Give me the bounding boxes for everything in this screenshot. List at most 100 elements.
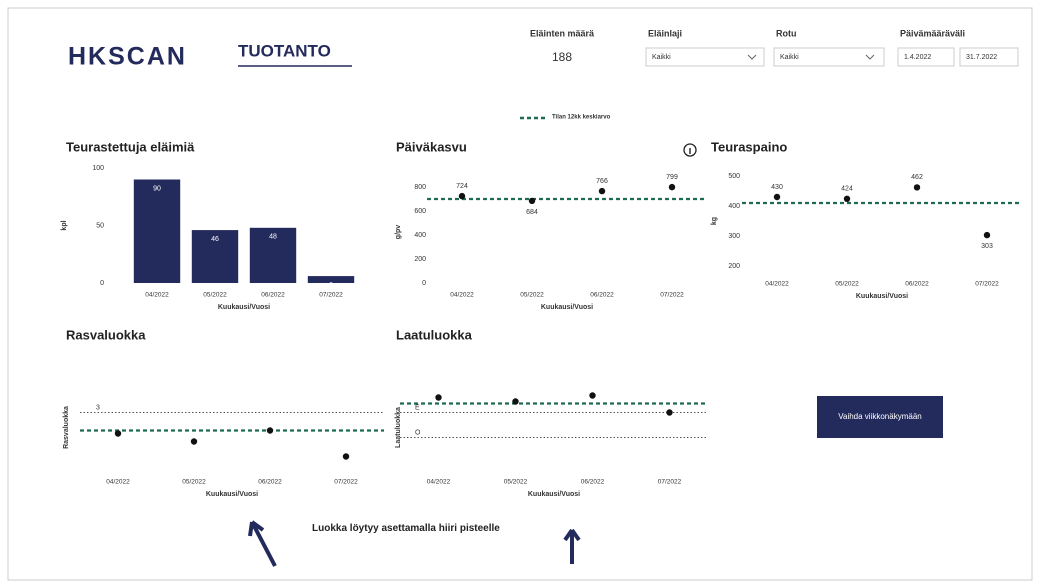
y-tick-label: 50 (96, 222, 104, 229)
y-tick-label: 0 (100, 280, 104, 287)
x-tick-label: 05/2022 (182, 479, 206, 486)
x-tick-label: 05/2022 (835, 281, 859, 288)
y-axis-label: kpl (61, 220, 68, 230)
point (512, 398, 519, 405)
point (435, 394, 442, 401)
data-label: 48 (269, 234, 277, 241)
x-axis-label: Kuukausi/Vuosi (206, 491, 258, 498)
point (983, 231, 991, 239)
chevron (747, 54, 757, 60)
data-label: 303 (981, 243, 993, 250)
card-value: 188 (552, 50, 572, 64)
x-axis-label: Kuukausi/Vuosi (856, 293, 908, 300)
annotation: Luokka löytyy asettamalla hiiri pisteell… (312, 523, 500, 534)
date-input[interactable] (897, 47, 955, 67)
x-tick-label: 06/2022 (261, 292, 285, 299)
data-label: 90 (153, 185, 161, 192)
chevron (865, 54, 875, 60)
y-axis-label: Rasvaluokka (63, 406, 70, 449)
dropdown-value: Kaikki (652, 54, 671, 61)
x-tick-label: 07/2022 (334, 479, 358, 486)
date-end: 31.7.2022 (966, 54, 997, 61)
y-tick-label: 200 (728, 263, 740, 270)
point (589, 392, 596, 399)
x-tick-label: 04/2022 (145, 292, 169, 299)
page-title: TUOTANTO (238, 41, 331, 60)
chart-title: Päiväkasvu (396, 139, 467, 154)
y-tick-label: 400 (414, 232, 426, 239)
arrow (563, 528, 581, 564)
x-tick-label: 07/2022 (658, 479, 682, 486)
data-label: 46 (211, 236, 219, 243)
dropdown[interactable] (773, 47, 885, 67)
point (666, 409, 673, 416)
button-label: Vaihda viikkonäkymään (838, 412, 921, 421)
point (773, 193, 781, 201)
y-tick-label: 800 (414, 184, 426, 191)
data-label: 430 (771, 184, 783, 191)
y-tick-label: 3 (96, 404, 100, 411)
filter-label: Päivämääräväli (900, 28, 965, 38)
chart-title: Rasvaluokka (66, 327, 146, 342)
data-label: 424 (841, 186, 853, 193)
x-tick-label: 04/2022 (765, 281, 789, 288)
bar (307, 276, 355, 283)
frame (7, 7, 1033, 581)
bar (133, 179, 181, 283)
y-tick-label: 500 (728, 173, 740, 180)
x-tick-label: 04/2022 (450, 292, 474, 299)
y-tick-label: E (415, 404, 420, 411)
point (528, 197, 536, 205)
x-tick-label: 05/2022 (203, 292, 227, 299)
point (342, 453, 350, 460)
x-axis-label: Kuukausi/Vuosi (528, 491, 580, 498)
point (668, 183, 676, 191)
date-start: 1.4.2022 (904, 54, 931, 61)
y-tick-label: 400 (728, 203, 740, 210)
y-axis-label: g/pv (395, 225, 402, 239)
date-input[interactable] (959, 47, 1019, 67)
dropdown[interactable] (645, 47, 765, 67)
point (114, 430, 122, 437)
arrow (248, 520, 277, 567)
x-tick-label: 04/2022 (427, 479, 451, 486)
data-label: 684 (526, 209, 538, 216)
chart-title: Teurastettuja eläimiä (66, 139, 195, 154)
x-tick-label: 06/2022 (581, 479, 605, 486)
bar (249, 227, 297, 283)
info-icon[interactable] (683, 143, 697, 157)
filter-label: Eläinlaji (648, 28, 682, 38)
data-label: 766 (596, 178, 608, 185)
x-tick-label: 05/2022 (504, 479, 528, 486)
bar (191, 230, 239, 283)
data-label: 799 (666, 174, 678, 181)
data-label: 724 (456, 183, 468, 190)
filter-label: Rotu (776, 28, 797, 38)
y-tick-label: 200 (414, 256, 426, 263)
x-tick-label: 05/2022 (520, 292, 544, 299)
logo: HKSCAN (68, 43, 187, 71)
point (190, 438, 198, 445)
point (843, 195, 851, 202)
x-axis-label: Kuukausi/Vuosi (541, 304, 593, 311)
x-tick-label: 07/2022 (319, 292, 343, 299)
point (598, 187, 606, 195)
chart-title: Teuraspaino (711, 139, 787, 154)
data-label: 462 (911, 174, 923, 181)
point (458, 192, 466, 200)
data-label: 6 (329, 282, 333, 289)
card-label: Eläinten määrä (530, 28, 595, 38)
x-tick-label: 06/2022 (590, 292, 614, 299)
x-tick-label: 06/2022 (258, 479, 282, 486)
x-tick-label: 04/2022 (106, 479, 130, 486)
point (913, 184, 921, 191)
y-axis-label: kg (711, 217, 718, 225)
y-tick-label: 100 (92, 165, 104, 172)
button[interactable] (817, 396, 943, 438)
dropdown-value: Kaikki (780, 54, 799, 61)
y-tick-label: 0 (422, 280, 426, 287)
y-axis-label: Laatuluokka (395, 407, 402, 448)
chart-title: Laatuluokka (396, 327, 473, 342)
y-tick-label: 300 (728, 233, 740, 240)
y-tick-label: O (415, 429, 421, 436)
